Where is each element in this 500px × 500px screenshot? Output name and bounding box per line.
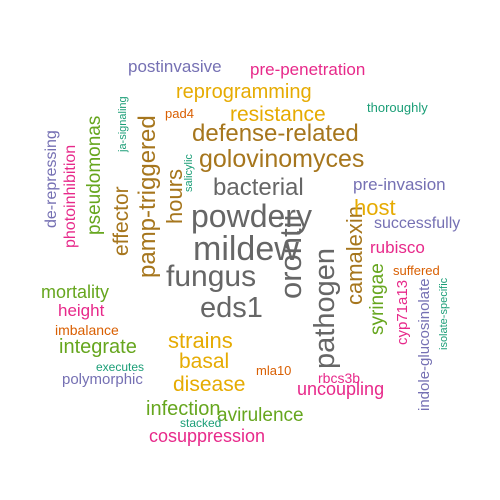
word-executes: executes	[96, 360, 145, 374]
word-pamp-triggered: pamp-triggered	[134, 115, 161, 278]
word-polymorphic: polymorphic	[62, 371, 143, 388]
word-orontii: orontii	[273, 214, 308, 299]
word-cosuppression: cosuppression	[149, 426, 266, 446]
word-bacterial: bacterial	[213, 174, 304, 201]
word-postinvasive: postinvasive	[128, 57, 222, 76]
word-pseudomonas: pseudomonas	[84, 115, 105, 235]
word-ja-signaling: ja-signaling	[117, 96, 129, 152]
word-fungus: fungus	[166, 260, 257, 293]
word-cyp71a13: cyp71a13	[394, 279, 411, 345]
word-pre-invasion: pre-invasion	[353, 175, 446, 194]
word-mla10: mla10	[256, 363, 292, 378]
word-reprogramming: reprogramming	[176, 81, 312, 103]
word-strains: strains	[168, 328, 233, 353]
word-pathogen: pathogen	[309, 248, 341, 369]
word-integrate: integrate	[59, 336, 137, 358]
word-indole-glucosinolate: indole-glucosinolate	[416, 278, 433, 411]
word-isolate-specific: isolate-specific	[438, 277, 450, 350]
word-rbcs3b: rbcs3b	[318, 370, 361, 386]
word-pad4: pad4	[165, 106, 194, 121]
word-effector: effector	[110, 186, 133, 256]
word-defense-related: defense-related	[192, 120, 359, 147]
word-host: host	[354, 195, 396, 220]
word-disease: disease	[173, 373, 246, 396]
word-resistance: resistance	[230, 103, 326, 126]
word-infection: infection	[146, 398, 221, 420]
word-mortality: mortality	[41, 282, 110, 302]
word-basal: basal	[179, 350, 230, 373]
word-pre-penetration: pre-penetration	[250, 60, 366, 79]
word-imbalance: imbalance	[55, 322, 119, 338]
word-avirulence: avirulence	[217, 405, 304, 426]
word-rubisco: rubisco	[370, 238, 425, 257]
word-golovinomyces: golovinomyces	[199, 145, 365, 173]
word-photoinhibition: photoinhibition	[62, 144, 79, 248]
word-powdery: powdery	[191, 198, 312, 234]
word-mildew: mildew	[193, 230, 299, 268]
word-successfully: successfully	[374, 215, 461, 232]
word-stacked: stacked	[180, 416, 222, 430]
word-uncoupling: uncoupling	[297, 379, 385, 399]
word-salicylic: salicylic	[183, 154, 195, 192]
word-thoroughly: thoroughly	[367, 100, 428, 115]
word-syringae: syringae	[367, 263, 388, 335]
word-height: height	[58, 301, 105, 320]
word-camalexin: camalexin	[342, 205, 367, 305]
word-suffered: suffered	[393, 263, 440, 278]
word-de-repressing: de-repressing	[43, 130, 60, 228]
word-eds1: eds1	[200, 292, 263, 324]
